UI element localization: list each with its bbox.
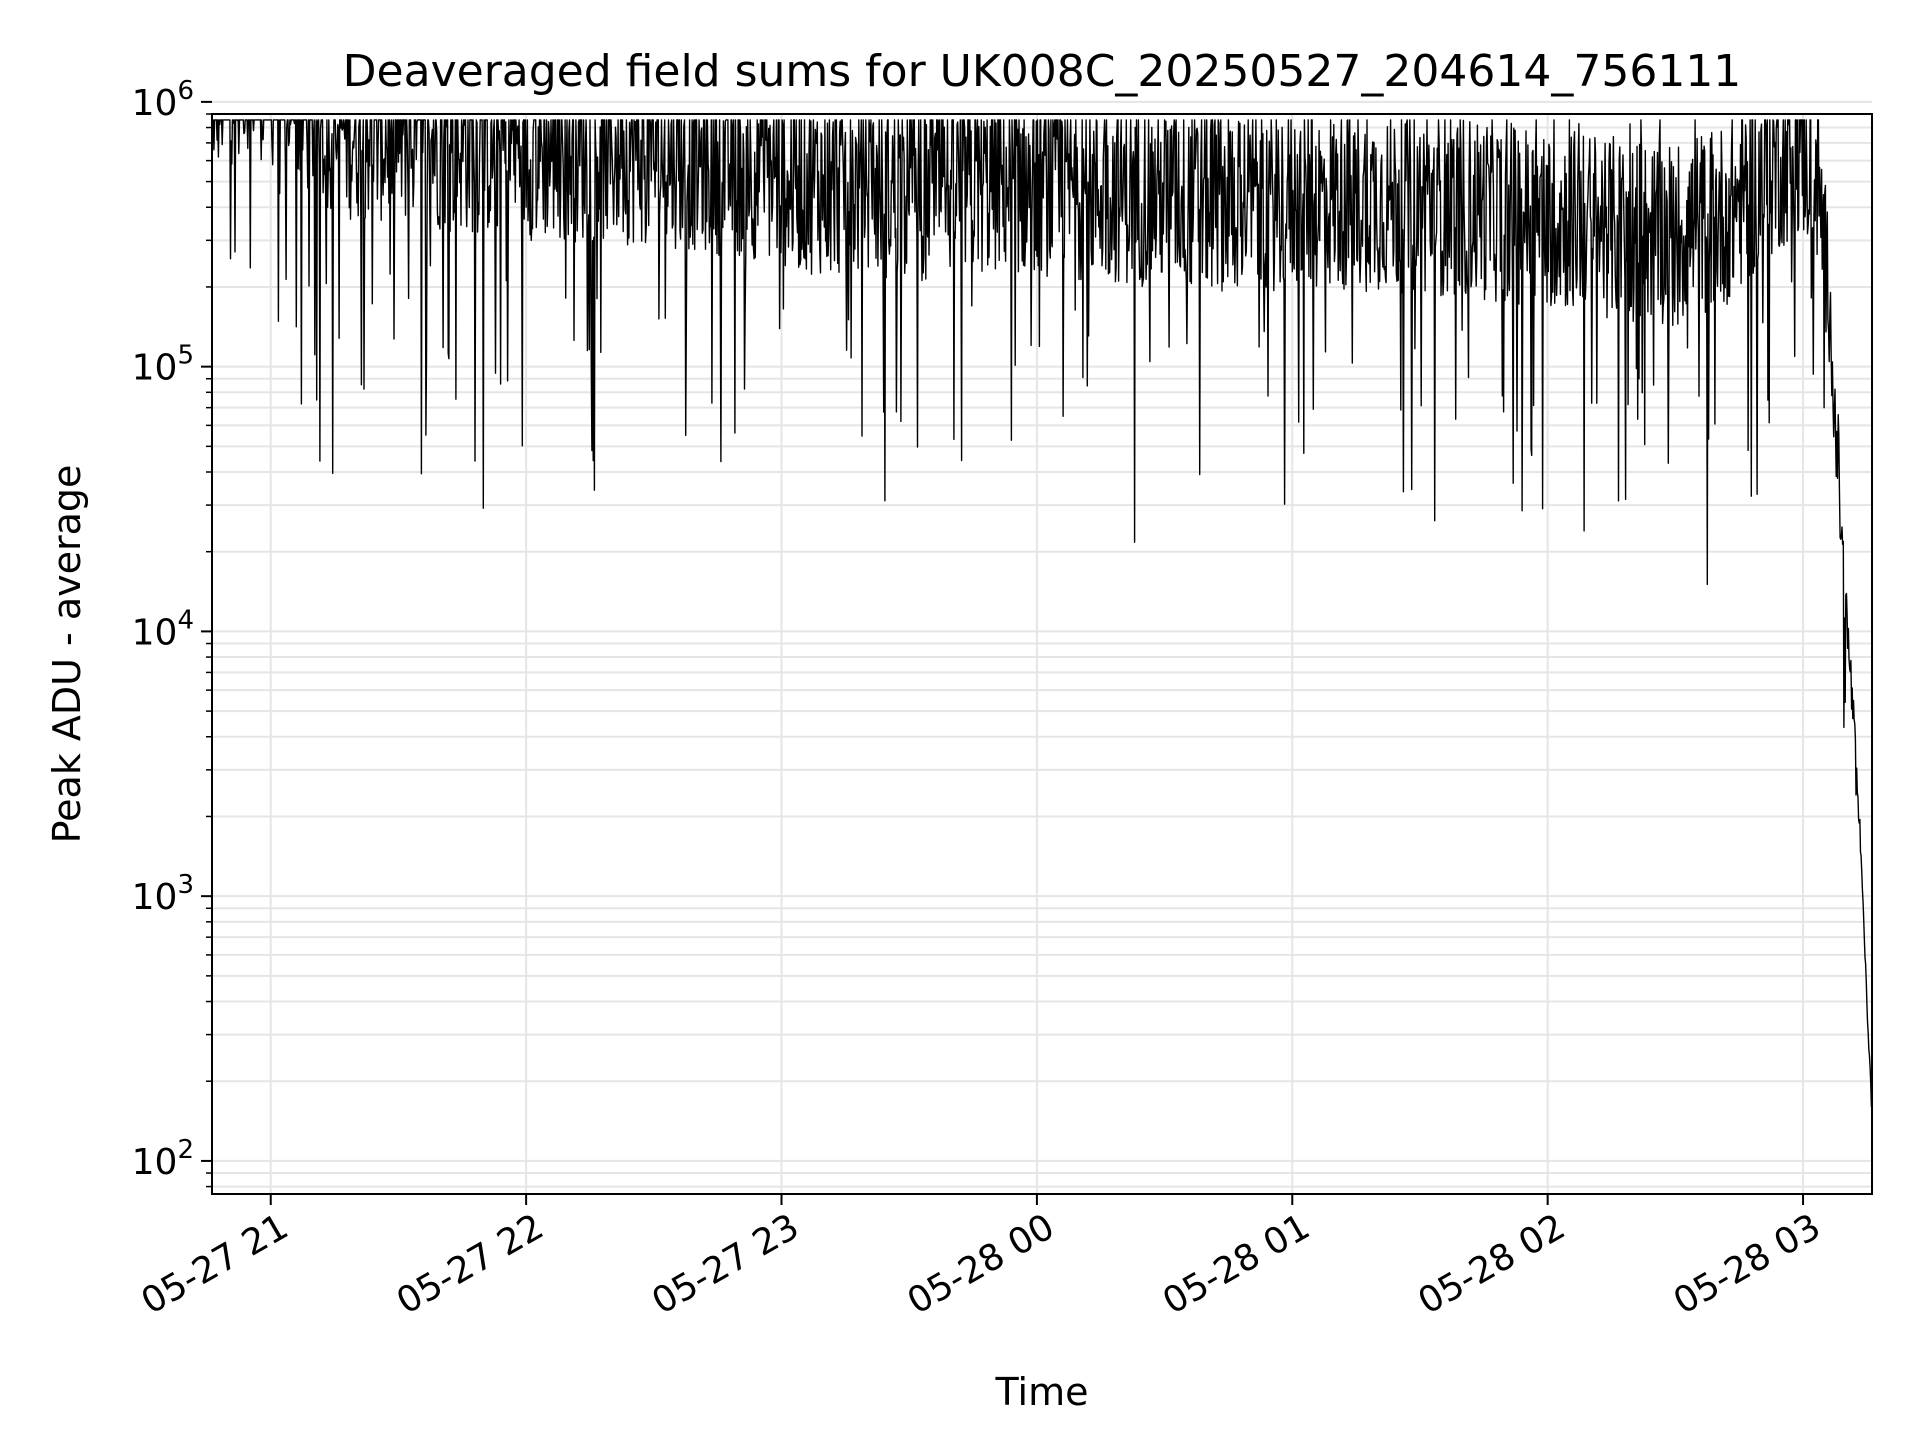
y-tick-label: 103 [132,870,194,918]
y-axis: 102 103 104 105 106 [132,76,212,1188]
y-tick-label: 106 [132,76,194,124]
y-tick-label: 104 [132,605,194,653]
series-layer [211,119,1873,1109]
grid [212,100,1872,1194]
y-tick-label: 102 [132,1135,194,1183]
chart-title: Deaveraged field sums for UK008C_2025052… [343,46,1742,97]
y-axis-label: Peak ADU - average [45,465,89,844]
series-line [211,119,1873,1109]
x-axis-label: Time [995,1370,1089,1414]
y-tick-label: 105 [132,341,194,389]
plot-frame [211,113,1873,1195]
